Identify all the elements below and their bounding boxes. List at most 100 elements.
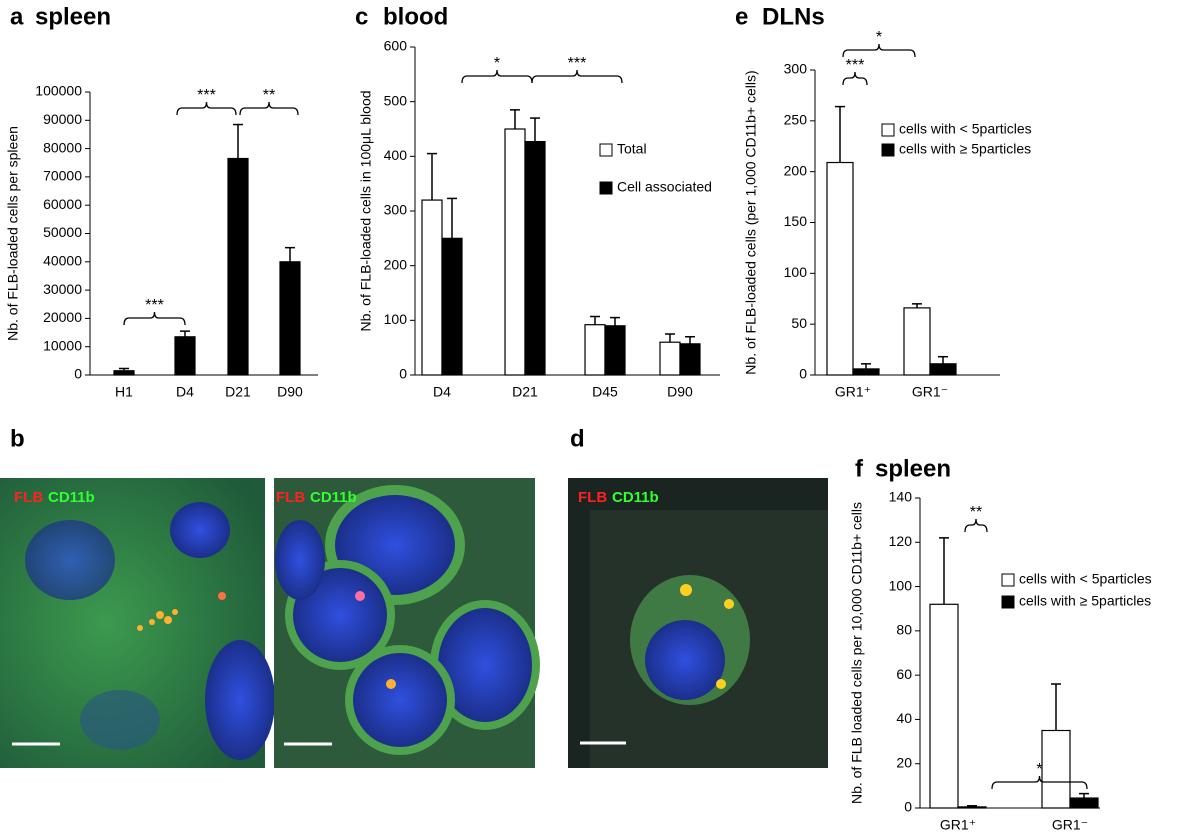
y-tick-label: 40000 xyxy=(43,253,82,269)
y-tick-label: 100 xyxy=(384,311,408,327)
panel-label: a xyxy=(10,3,24,30)
bar xyxy=(852,368,880,376)
y-axis-label: Nb. of FLB loaded cells per 10,000 CD11b… xyxy=(849,502,865,804)
legend-label: Cell associated xyxy=(617,179,712,195)
panel-label: e xyxy=(735,3,748,30)
stain-label: CD11b xyxy=(48,489,95,506)
y-tick-label: 50000 xyxy=(43,224,82,240)
y-tick-label: 100000 xyxy=(35,83,82,99)
x-tick-label: D21 xyxy=(225,384,251,400)
bar xyxy=(584,324,606,376)
y-tick-label: 120 xyxy=(889,533,913,549)
y-axis-label: Nb. of FLB-loaded cells per spleen xyxy=(5,126,21,341)
significance-label: *** xyxy=(197,87,216,104)
legend-swatch xyxy=(1001,573,1015,587)
significance-label: ** xyxy=(263,87,275,104)
bar xyxy=(227,157,249,376)
legend-label: cells with < 5particles xyxy=(899,121,1032,137)
y-tick-label: 60 xyxy=(896,666,912,682)
y-tick-label: 400 xyxy=(384,147,408,163)
bar xyxy=(441,237,463,376)
panel-label: b xyxy=(10,425,25,452)
x-tick-label: GR1⁻ xyxy=(1052,817,1088,833)
y-tick-label: 40 xyxy=(896,710,912,726)
bar xyxy=(279,261,301,376)
y-tick-label: 10000 xyxy=(43,337,82,353)
legend-label: Total xyxy=(617,141,647,157)
significance-label: *** xyxy=(145,297,164,314)
stain-label: FLB xyxy=(14,489,43,506)
bar xyxy=(504,128,526,376)
legend-swatch xyxy=(881,123,895,137)
y-tick-label: 250 xyxy=(784,112,808,128)
micrograph-b2 xyxy=(274,478,540,768)
x-tick-label: GR1⁺ xyxy=(835,384,871,400)
y-tick-label: 70000 xyxy=(43,168,82,184)
significance-bracket xyxy=(842,71,868,86)
legend-label: cells with < 5particles xyxy=(1019,571,1152,587)
y-tick-label: 80000 xyxy=(43,139,82,155)
significance-label: *** xyxy=(846,57,865,74)
significance-bracket xyxy=(842,43,916,58)
significance-bracket xyxy=(123,311,186,326)
significance-bracket xyxy=(531,69,623,84)
y-tick-label: 30000 xyxy=(43,281,82,297)
x-tick-label: D90 xyxy=(667,384,693,400)
bar xyxy=(659,341,681,376)
bar xyxy=(174,336,196,376)
x-tick-label: GR1⁻ xyxy=(912,384,948,400)
chart-title: spleen xyxy=(875,455,951,482)
y-tick-label: 90000 xyxy=(43,111,82,127)
x-tick-label: D45 xyxy=(592,384,618,400)
micrograph-d xyxy=(568,478,828,768)
micrograph-b1 xyxy=(0,478,275,768)
stain-label: CD11b xyxy=(310,489,357,506)
bar xyxy=(929,363,957,376)
significance-bracket xyxy=(991,775,1088,790)
panel-label: c xyxy=(355,3,368,30)
y-tick-label: 20000 xyxy=(43,309,82,325)
significance-label: * xyxy=(876,29,882,46)
y-tick-label: 80 xyxy=(896,622,912,638)
bar xyxy=(679,343,701,376)
y-tick-label: 150 xyxy=(784,213,808,229)
y-tick-label: 50 xyxy=(791,315,807,331)
legend-swatch xyxy=(881,143,895,157)
significance-label: * xyxy=(494,55,500,72)
stain-label: FLB xyxy=(276,489,305,506)
y-tick-label: 0 xyxy=(904,799,912,815)
y-axis-label: Nb. of FLB-loaded cells in 100μL blood xyxy=(358,90,374,331)
significance-bracket xyxy=(176,101,237,116)
x-tick-label: GR1⁺ xyxy=(940,817,976,833)
y-tick-label: 100 xyxy=(784,264,808,280)
significance-bracket xyxy=(461,69,533,84)
y-tick-label: 60000 xyxy=(43,196,82,212)
significance-label: *** xyxy=(568,55,587,72)
x-tick-label: D90 xyxy=(277,384,303,400)
y-tick-label: 600 xyxy=(384,38,408,54)
significance-bracket xyxy=(964,518,988,533)
bar xyxy=(929,603,959,809)
significance-bracket xyxy=(239,101,299,116)
panel-label: d xyxy=(570,425,585,452)
bar xyxy=(604,325,626,376)
y-tick-label: 200 xyxy=(784,162,808,178)
significance-label: ** xyxy=(970,504,982,521)
chart-title: spleen xyxy=(35,3,111,30)
x-tick-label: D21 xyxy=(512,384,538,400)
panel-label: f xyxy=(855,455,864,482)
chart-title: blood xyxy=(383,3,448,30)
y-tick-label: 300 xyxy=(784,61,808,77)
stain-label: CD11b xyxy=(612,489,659,506)
y-tick-label: 0 xyxy=(74,366,82,382)
bar xyxy=(421,199,443,376)
y-axis-label: Nb. of FLB-loaded cells (per 1,000 CD11b… xyxy=(743,70,759,374)
y-tick-label: 140 xyxy=(889,489,913,505)
significance-label: * xyxy=(1036,761,1042,778)
bar xyxy=(903,307,931,376)
bar xyxy=(113,370,135,376)
legend-swatch xyxy=(599,181,613,195)
y-tick-label: 0 xyxy=(399,366,407,382)
stain-label: FLB xyxy=(578,489,607,506)
